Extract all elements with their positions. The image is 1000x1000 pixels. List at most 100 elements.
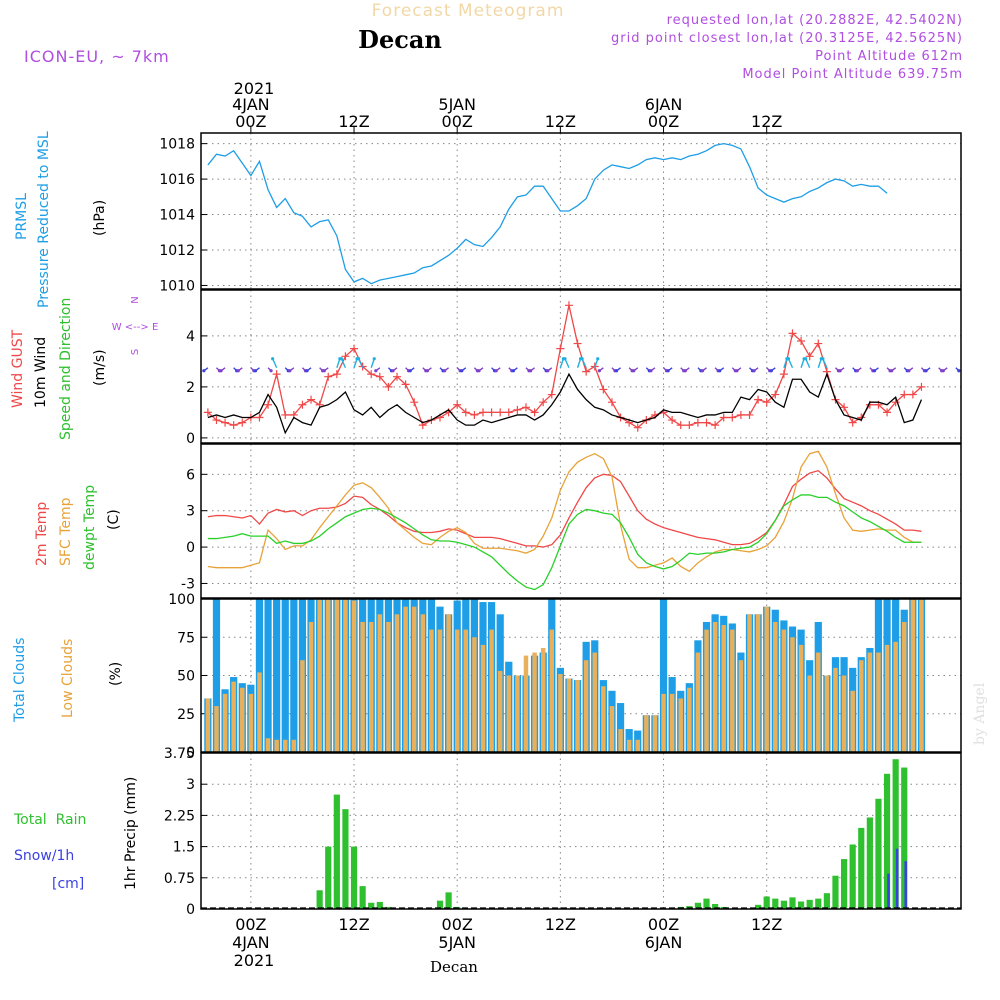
clouds-panel: 0 25 50 75 100 xyxy=(168,592,962,761)
rain-bar xyxy=(815,898,822,909)
low-cloud-bar xyxy=(566,678,572,752)
wind-ytick-label: 4 xyxy=(186,329,195,345)
gust-marker xyxy=(341,352,350,361)
low-cloud-bar xyxy=(609,706,615,752)
gust-marker xyxy=(203,408,212,417)
low-cloud-bar xyxy=(644,715,649,752)
wind-arrow-head xyxy=(408,369,412,373)
temp-sfc-label: SFC Temp xyxy=(58,497,74,566)
gust-marker xyxy=(461,408,470,417)
gust-marker xyxy=(883,408,892,417)
rain-bar xyxy=(755,904,762,909)
low-cloud-bar xyxy=(403,606,408,752)
temp-series-0 xyxy=(207,469,922,548)
gust-marker xyxy=(384,382,393,391)
clouds-ytick-label: 100 xyxy=(168,592,195,608)
low-cloud-bar xyxy=(730,629,735,752)
low-cloud-bar xyxy=(480,644,486,752)
total-cloud-bar xyxy=(264,599,272,752)
wind-arrow-head xyxy=(700,369,705,373)
pressure-ytick-label: 1018 xyxy=(159,137,195,153)
low-cloud-bar xyxy=(454,629,460,752)
wind-arrow-head xyxy=(563,357,567,361)
gust-marker xyxy=(728,413,737,422)
precip-frame xyxy=(200,752,962,910)
gust-marker xyxy=(633,423,642,432)
wind-arrow-head xyxy=(838,369,842,373)
low-cloud-bar xyxy=(601,686,606,752)
model-label: ICON-EU, ~ 7km xyxy=(24,47,170,66)
low-cloud-bar xyxy=(833,667,838,752)
gust-marker xyxy=(908,390,917,399)
low-cloud-bar xyxy=(472,637,477,752)
pressure-ytick-label: 1012 xyxy=(159,243,195,259)
pressure-ytick-label: 1010 xyxy=(159,278,195,294)
pressure-frame xyxy=(200,132,962,290)
wind-arrow-head xyxy=(632,369,636,373)
low-cloud-bar xyxy=(841,675,847,752)
precip-ytick-label: 3.75 xyxy=(164,746,195,762)
total-cloud-bar xyxy=(273,599,281,752)
low-cloud-bar xyxy=(523,655,529,752)
wind-arrow-head xyxy=(253,369,258,373)
rain-bar xyxy=(823,893,830,909)
wind-arrow-head xyxy=(597,369,601,373)
low-cloud-bar xyxy=(773,621,778,752)
total-cloud-bar xyxy=(212,599,221,752)
gust-marker xyxy=(564,301,573,310)
compass-s: S xyxy=(130,349,141,355)
compass-n: N xyxy=(130,296,141,303)
wind-arrow-head xyxy=(391,369,395,373)
gust-marker xyxy=(298,400,307,409)
wind-direction-arrow xyxy=(787,358,794,369)
low-cloud-bar xyxy=(859,660,864,752)
low-cloud-bar xyxy=(291,739,297,752)
low-cloud-bar xyxy=(506,675,512,752)
gust-marker xyxy=(702,418,711,427)
clouds-ytick-label: 50 xyxy=(177,669,195,685)
wind-panel: 0 2 4 xyxy=(186,290,962,447)
low-cloud-bar xyxy=(360,621,365,752)
bottom-hour-label: 00Z xyxy=(442,915,473,934)
gust-marker xyxy=(719,413,728,422)
wind-series-0 xyxy=(207,305,922,429)
low-cloud-bar xyxy=(420,614,426,752)
gust-marker xyxy=(487,408,496,417)
low-cloud-bar xyxy=(283,739,288,752)
clouds-frame xyxy=(200,598,962,753)
gust-marker xyxy=(238,418,247,427)
rain-bar xyxy=(385,906,392,909)
compass-we: W <--> E xyxy=(112,322,159,333)
gust-marker xyxy=(401,380,410,389)
low-cloud-bar xyxy=(274,739,279,752)
low-cloud-bar xyxy=(626,739,632,752)
wind-arrow-head xyxy=(580,357,584,361)
rain-bar xyxy=(325,846,332,909)
gust-marker xyxy=(668,416,677,425)
low-cloud-bar xyxy=(540,647,546,752)
low-cloud-bar xyxy=(592,652,597,752)
cloud-unit: (%) xyxy=(108,662,124,686)
bottom-day-label: 4JAN xyxy=(232,933,270,952)
low-cloud-bar xyxy=(704,629,709,752)
precip-ytick-label: 1.5 xyxy=(173,840,195,856)
low-cloud-bar xyxy=(394,614,400,752)
top-hour-label: 12Z xyxy=(751,112,782,131)
model-altitude: Model Point Altitude 639.75m xyxy=(742,67,963,82)
temp-ytick-label: 6 xyxy=(186,467,195,483)
gust-marker xyxy=(530,408,539,417)
wind-arrow-head xyxy=(305,369,309,373)
gust-marker xyxy=(711,421,720,430)
low-cloud-bar xyxy=(257,672,262,752)
wind-direction-arrow xyxy=(340,358,347,369)
rain-bar xyxy=(359,886,366,909)
rain-bar xyxy=(368,902,375,909)
wind-arrow-head xyxy=(821,357,825,361)
gust-marker xyxy=(504,408,513,417)
rain-bar xyxy=(901,767,908,909)
gust-marker xyxy=(805,352,814,361)
wind-arrow-head xyxy=(546,369,550,373)
low-cloud-bar xyxy=(884,644,890,752)
rain-bar xyxy=(436,900,444,909)
